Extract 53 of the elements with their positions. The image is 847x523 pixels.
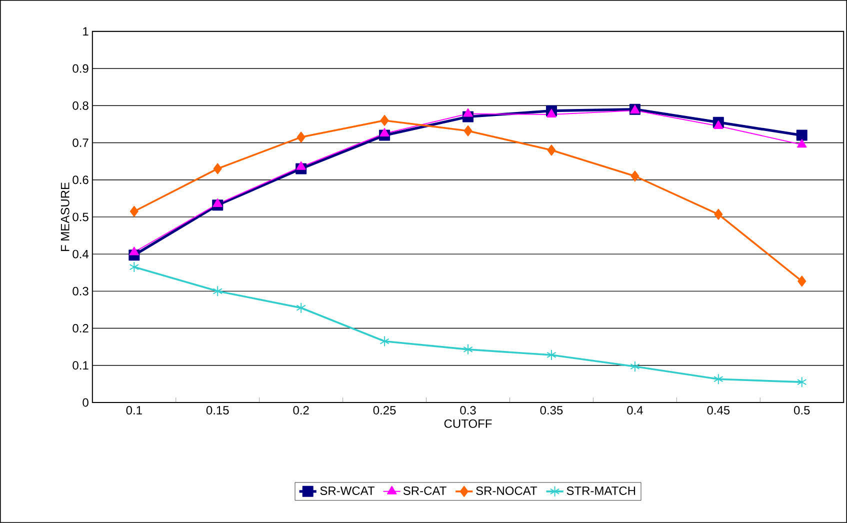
point (796, 130, 808, 141)
x-tick-label: 0.1 (126, 406, 142, 415)
point (797, 376, 807, 388)
legend-label: SR-NOCAT (476, 486, 538, 495)
point (547, 144, 556, 156)
point (546, 109, 556, 118)
point (213, 163, 222, 174)
legend-label: SR-WCAT (320, 486, 375, 495)
point (129, 246, 139, 256)
y-tick-label: 0.9 (72, 64, 88, 73)
x-axis-title: CUTOFF (444, 419, 492, 428)
x-tick-label: 0.25 (373, 406, 396, 415)
point (630, 170, 640, 182)
y-tick-label: 0.6 (72, 176, 88, 184)
point (130, 206, 138, 217)
y-tick-label: 1 (83, 27, 88, 36)
point (463, 344, 473, 355)
y-tick-label: 0.5 (72, 212, 88, 222)
y-tick-label: 0.1 (72, 361, 88, 370)
point (714, 374, 724, 385)
y-tick-label: 0.4 (72, 250, 89, 258)
point (380, 128, 390, 136)
x-tick-label: 0.5 (794, 406, 810, 415)
point (464, 125, 472, 136)
x-tick-label: 0.35 (540, 406, 563, 415)
point (714, 208, 723, 220)
y-tick-label: 0.7 (72, 138, 88, 148)
legend-label: STR-MATCH (566, 486, 636, 495)
point (129, 262, 139, 273)
point (380, 336, 390, 347)
point (212, 286, 222, 297)
point (630, 361, 640, 372)
legend-label: SR-CAT (403, 486, 446, 495)
y-tick-label: 0 (82, 398, 88, 407)
point (212, 198, 222, 207)
y-axis-title: F MEASURE (60, 182, 70, 252)
point (797, 139, 807, 148)
y-tick-label: 0.8 (72, 101, 88, 110)
x-tick-label: 0.45 (707, 406, 730, 415)
point (380, 114, 389, 126)
y-tick-label: 0.3 (72, 286, 88, 296)
x-tick-label: 0.4 (627, 406, 643, 415)
point (296, 161, 306, 170)
point (296, 302, 306, 314)
point (296, 132, 306, 143)
point (798, 276, 806, 287)
x-tick-label: 0.15 (206, 406, 229, 415)
x-tick-label: 0.2 (293, 406, 309, 415)
point (714, 120, 724, 130)
point (546, 350, 556, 361)
y-tick-label: 0.2 (72, 324, 88, 333)
x-tick-label: 0.3 (460, 406, 476, 415)
point (463, 108, 473, 117)
